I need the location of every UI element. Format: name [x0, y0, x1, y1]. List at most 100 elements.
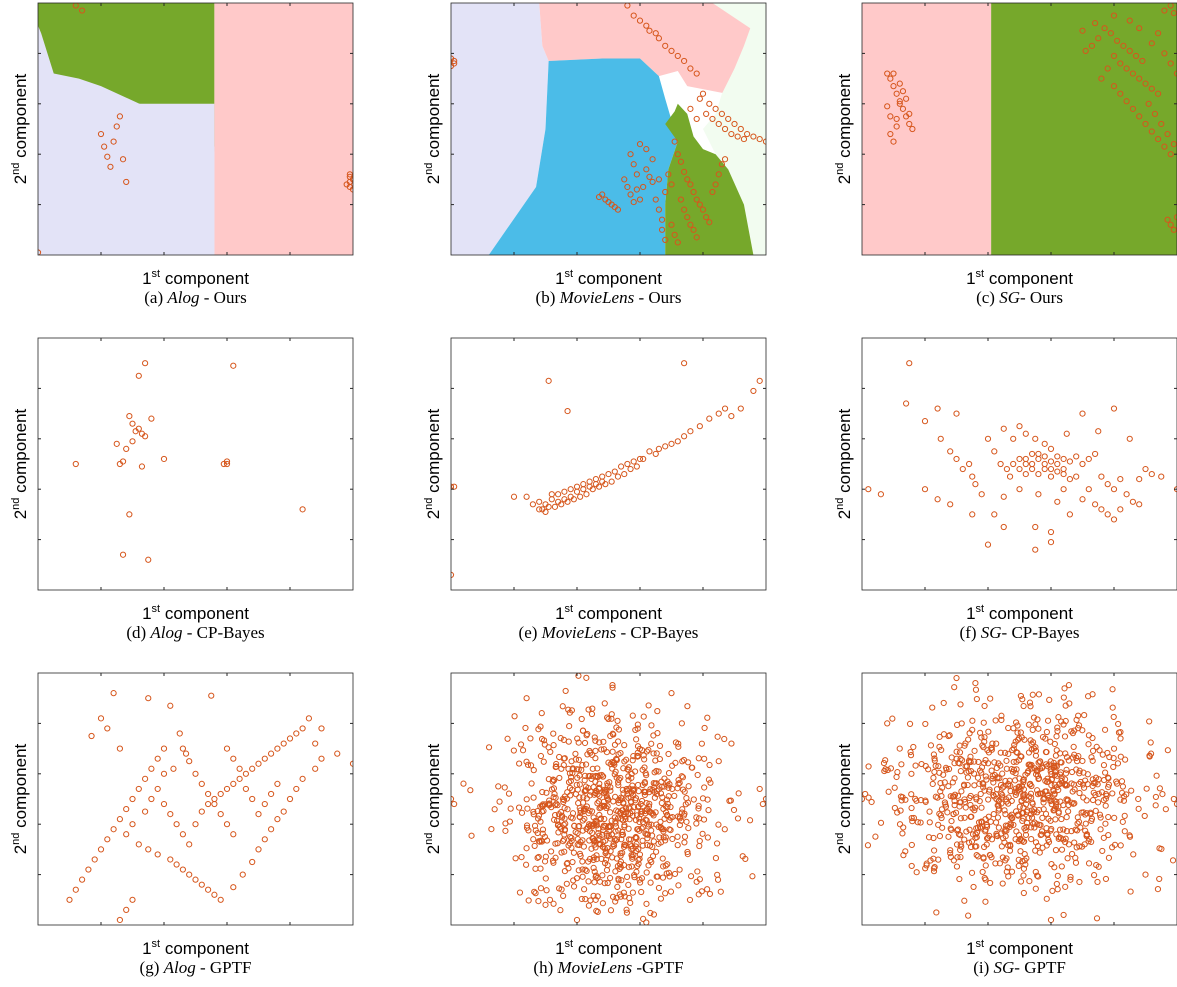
- axes-frame-h: [450, 672, 767, 926]
- data-point: [1092, 807, 1099, 815]
- data-point: [925, 834, 933, 841]
- data-point: [668, 181, 675, 188]
- data-point: [1025, 749, 1033, 756]
- data-point: [693, 814, 700, 821]
- data-point: [460, 780, 467, 787]
- data-point: [896, 100, 903, 107]
- data-point: [1158, 473, 1165, 480]
- data-point: [987, 818, 994, 825]
- data-point: [186, 758, 193, 765]
- data-point: [1076, 789, 1083, 797]
- data-point: [699, 206, 707, 213]
- data-point: [912, 762, 919, 769]
- data-point: [906, 110, 913, 117]
- data-point: [629, 812, 636, 819]
- data-point: [948, 818, 955, 825]
- data-point: [1095, 790, 1102, 798]
- data-point: [545, 776, 552, 783]
- data-point: [734, 815, 742, 822]
- data-point: [705, 776, 713, 783]
- data-point: [964, 774, 972, 781]
- data-point: [1052, 847, 1060, 854]
- data-point: [707, 779, 714, 786]
- data-point: [205, 886, 212, 893]
- data-point: [577, 807, 584, 814]
- data-point: [1035, 725, 1042, 732]
- data-point: [1139, 57, 1146, 65]
- data-point: [1071, 800, 1078, 807]
- data-point: [594, 908, 601, 915]
- data-point: [649, 853, 657, 860]
- data-point: [167, 856, 174, 863]
- data-point: [1121, 828, 1128, 835]
- data-point: [908, 804, 915, 812]
- data-point: [626, 894, 633, 902]
- data-point: [1050, 759, 1057, 766]
- data-point: [606, 779, 613, 786]
- data-point: [1012, 770, 1019, 777]
- data-point: [931, 757, 938, 764]
- data-point: [674, 842, 681, 849]
- data-point: [961, 897, 968, 904]
- data-point: [930, 774, 937, 781]
- data-point: [985, 813, 992, 820]
- data-point: [1097, 814, 1104, 821]
- data-point: [451, 57, 458, 65]
- data-point: [936, 810, 943, 817]
- data-point: [580, 481, 587, 488]
- x-axis-label: 1st component: [142, 603, 249, 623]
- data-point: [596, 739, 603, 746]
- data-point: [701, 724, 708, 732]
- data-point: [1095, 428, 1102, 435]
- data-point: [72, 460, 79, 468]
- axes-frame-i: [861, 672, 1177, 926]
- data-point: [674, 833, 681, 840]
- data-point: [1058, 718, 1065, 725]
- data-point: [953, 674, 960, 682]
- data-point: [1047, 528, 1055, 536]
- data-point: [491, 806, 498, 813]
- data-point: [1047, 797, 1054, 805]
- data-point: [649, 178, 656, 186]
- data-point: [217, 811, 224, 818]
- data-point: [973, 794, 980, 801]
- data-point: [511, 713, 518, 720]
- data-point: [672, 759, 679, 767]
- data-point: [872, 833, 879, 840]
- data-point: [557, 907, 564, 914]
- data-point: [640, 183, 647, 191]
- data-point: [935, 763, 942, 770]
- data-point: [634, 862, 641, 870]
- data-point: [937, 435, 944, 442]
- data-point: [909, 818, 916, 825]
- data-point: [982, 898, 989, 905]
- data-point: [561, 848, 568, 855]
- data-point: [1142, 80, 1149, 87]
- data-point: [655, 176, 663, 183]
- data-point: [1069, 754, 1077, 761]
- data-point: [583, 732, 590, 739]
- data-point: [647, 879, 654, 886]
- data-point: [1051, 791, 1058, 798]
- data-point: [976, 729, 984, 736]
- data-point: [524, 805, 531, 812]
- data-point: [1068, 850, 1076, 858]
- data-point: [558, 765, 565, 772]
- data-point: [564, 407, 571, 415]
- data-point: [917, 819, 924, 826]
- data-point: [1068, 828, 1075, 835]
- data-point: [608, 711, 615, 718]
- data-point: [1051, 864, 1058, 871]
- data-point: [907, 748, 914, 756]
- data-point: [934, 405, 941, 412]
- data-point: [249, 765, 256, 772]
- data-point: [625, 804, 632, 811]
- data-point: [956, 875, 963, 883]
- data-point: [129, 896, 136, 903]
- data-point: [718, 110, 726, 117]
- data-point: [982, 862, 989, 869]
- data-point: [1092, 20, 1099, 27]
- data-point: [972, 686, 980, 693]
- data-point: [1047, 765, 1054, 772]
- data-point: [1155, 30, 1162, 37]
